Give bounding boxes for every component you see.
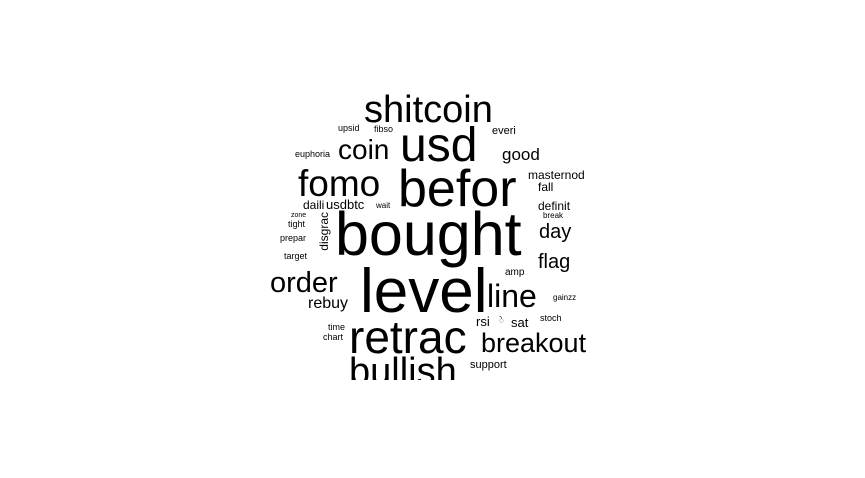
word-break: break <box>543 211 564 220</box>
word-bought: bought <box>335 200 522 268</box>
word-usd: usd <box>400 119 478 172</box>
word-fibso: fibso <box>374 124 394 134</box>
word-coin: coin <box>338 134 390 165</box>
word-gainzz: gainzz <box>553 293 577 302</box>
word-sat: sat <box>511 315 529 330</box>
word-fomo: fomo <box>298 163 381 204</box>
word-daili: daili <box>303 198 325 212</box>
word-amp: amp <box>505 267 525 278</box>
word-befor: befor <box>398 160 517 218</box>
word-zone: zone <box>291 212 307 219</box>
word-rsi: rsi <box>476 314 490 329</box>
word-upsid: upsid <box>338 123 360 133</box>
word-line: line <box>487 278 537 314</box>
word-breakout: breakout <box>481 328 587 358</box>
word-time: time <box>328 322 346 332</box>
word-tight: tight <box>288 219 306 229</box>
word-stoch: stoch <box>540 313 562 323</box>
word-euphoria: euphoria <box>295 149 331 159</box>
word-wait: wait <box>376 201 391 210</box>
word-flag: flag <box>538 251 571 273</box>
word-chart: chart <box>323 332 344 342</box>
word-cloud-clip: shitcoin usd coin upsid fibso everi euph… <box>270 89 587 380</box>
word-fragment-mark: े <box>499 316 504 325</box>
word-masternod: masternod <box>528 168 585 182</box>
word-usdbtc: usdbtc <box>326 197 365 212</box>
word-order: order <box>270 267 338 299</box>
word-target: target <box>284 251 308 261</box>
word-good: good <box>502 145 540 164</box>
word-everi: everi <box>492 125 516 137</box>
word-rebuy: rebuy <box>308 295 349 312</box>
word-retrac: retrac <box>349 311 467 363</box>
word-prepar: prepar <box>280 233 307 243</box>
word-level: level <box>360 257 488 326</box>
word-fall: fall <box>538 180 554 194</box>
word-definit: definit <box>538 199 571 213</box>
word-bullish: bullish <box>349 351 457 380</box>
word-support: support <box>470 359 507 371</box>
word-disgrac: disgrac <box>317 212 331 251</box>
word-shitcoin: shitcoin <box>364 89 493 131</box>
word-day: day <box>539 221 572 243</box>
